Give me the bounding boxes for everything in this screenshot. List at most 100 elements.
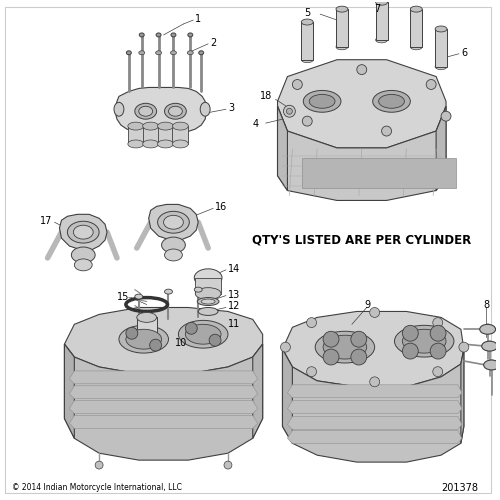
Circle shape [302,116,312,126]
Ellipse shape [74,259,92,271]
Ellipse shape [376,37,388,43]
Polygon shape [288,416,462,430]
Circle shape [357,64,366,74]
Ellipse shape [114,102,124,116]
Ellipse shape [156,51,162,54]
Circle shape [370,308,380,318]
Text: 11: 11 [228,320,240,330]
Ellipse shape [158,122,174,130]
Ellipse shape [484,360,500,370]
Circle shape [459,342,469,352]
Text: 9: 9 [364,300,371,310]
Polygon shape [288,385,462,398]
Circle shape [351,349,366,365]
Ellipse shape [186,324,221,344]
Ellipse shape [402,330,446,353]
Ellipse shape [126,330,162,349]
Text: 13: 13 [228,290,240,300]
Text: 8: 8 [484,300,490,310]
Circle shape [402,326,418,341]
Circle shape [284,106,296,117]
Ellipse shape [138,332,156,339]
Polygon shape [282,349,464,462]
Circle shape [351,332,366,347]
Bar [142,126,158,144]
Ellipse shape [170,51,176,54]
Circle shape [286,108,292,114]
Polygon shape [252,344,262,438]
Bar [302,158,456,188]
Polygon shape [70,416,258,428]
Ellipse shape [309,94,335,108]
Polygon shape [64,344,74,438]
Ellipse shape [164,216,184,229]
Ellipse shape [410,6,422,12]
Ellipse shape [135,294,142,299]
Text: 5: 5 [304,8,310,18]
Bar [435,29,447,66]
Text: 201378: 201378 [441,483,478,493]
Text: 6: 6 [461,48,467,58]
Circle shape [433,318,442,328]
Ellipse shape [200,102,210,116]
Ellipse shape [188,51,194,54]
Bar [128,126,144,144]
Text: 7: 7 [374,4,381,14]
Ellipse shape [302,56,313,62]
Ellipse shape [172,122,188,130]
Ellipse shape [376,0,388,5]
Ellipse shape [119,326,168,353]
Bar [196,278,221,293]
Ellipse shape [142,140,158,148]
Bar [336,9,348,47]
Ellipse shape [435,26,447,32]
Ellipse shape [480,324,496,334]
Ellipse shape [142,122,158,130]
Ellipse shape [156,33,161,37]
Circle shape [280,342,290,352]
Ellipse shape [164,289,172,294]
Ellipse shape [315,332,374,363]
Circle shape [306,318,316,328]
Text: 14: 14 [228,264,240,274]
Text: QTY'S LISTED ARE PER CYLINDER: QTY'S LISTED ARE PER CYLINDER [252,234,472,246]
Ellipse shape [198,308,218,316]
Text: 3: 3 [228,104,234,114]
Polygon shape [278,106,287,190]
Ellipse shape [164,249,182,261]
Circle shape [441,111,451,121]
Polygon shape [70,386,258,398]
Circle shape [150,339,162,351]
Ellipse shape [198,51,203,54]
Circle shape [95,461,103,469]
Ellipse shape [372,90,410,112]
Text: 15: 15 [117,292,130,302]
Text: 10: 10 [176,338,188,348]
Circle shape [292,80,302,90]
Polygon shape [60,214,107,250]
Ellipse shape [435,64,447,70]
Polygon shape [282,312,464,387]
Polygon shape [148,204,198,240]
Text: 17: 17 [40,216,52,226]
Ellipse shape [168,106,182,116]
Ellipse shape [178,320,228,348]
Ellipse shape [139,51,144,54]
Circle shape [323,349,339,365]
Text: 18: 18 [260,92,272,102]
Ellipse shape [164,104,186,119]
Text: 16: 16 [215,202,228,212]
Text: © 2014 Indian Motorcycle International, LLC: © 2014 Indian Motorcycle International, … [12,484,182,492]
Ellipse shape [201,299,215,304]
Ellipse shape [482,341,498,351]
Bar [302,22,313,60]
Text: 4: 4 [252,119,259,129]
Circle shape [426,80,436,90]
Polygon shape [278,106,446,200]
Ellipse shape [72,247,95,263]
Circle shape [382,126,392,136]
Ellipse shape [140,33,144,37]
Ellipse shape [162,237,186,253]
Ellipse shape [196,288,221,300]
Text: 1: 1 [196,14,202,24]
